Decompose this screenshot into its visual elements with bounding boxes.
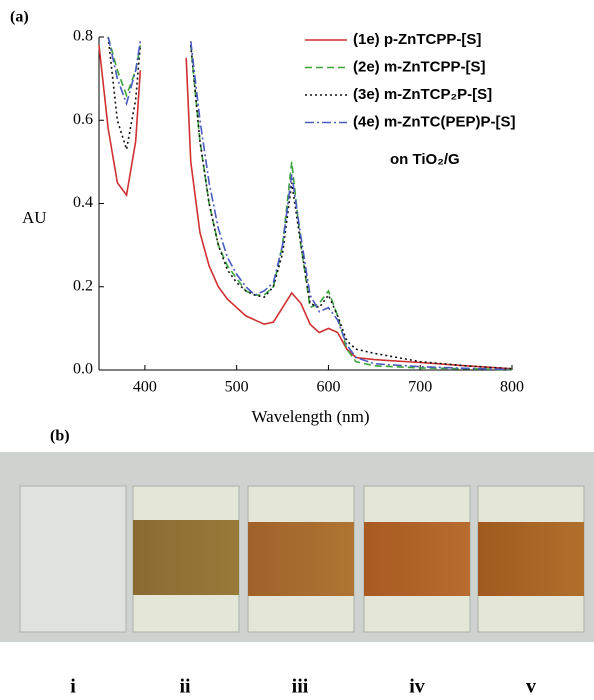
x-tick-label: 800 [500, 379, 524, 396]
sample-label: iii [292, 676, 309, 698]
x-tick-label: 500 [225, 379, 249, 396]
legend-label: (2e) m-ZnTCPP-[S] [353, 58, 486, 75]
spectrum-chart: 0.0 0.2 0.4 0.6 0.8 400 500 600 700 800 Wavelength… [22, 28, 524, 426]
series-line [107, 36, 513, 370]
x-tick-label: 600 [316, 379, 340, 396]
y-tick-label: 0.0 [73, 361, 93, 378]
dye-film [248, 522, 354, 596]
sample-label: v [526, 676, 536, 698]
y-tick-label: 0.2 [73, 277, 93, 294]
dye-film [364, 522, 470, 596]
legend-label: (3e) m-ZnTCP₂P-[S] [353, 86, 492, 103]
series-line [107, 36, 513, 371]
annotation: on TiO₂/G [390, 151, 460, 168]
panel-label: (b) [50, 428, 70, 445]
y-axis-label: AU [22, 208, 47, 227]
dye-film [133, 520, 239, 595]
dye-film [478, 522, 584, 596]
sample-label: iv [409, 676, 425, 698]
sample-label: ii [179, 676, 191, 698]
y-tick-label: 0.6 [73, 111, 93, 128]
y-tick-label: 0.8 [73, 28, 93, 45]
panel-label: (a) [10, 9, 29, 26]
legend-label: (1e) p-ZnTCPP-[S] [353, 31, 481, 48]
x-tick-label: 700 [408, 379, 432, 396]
x-tick-label: 400 [133, 379, 157, 396]
series-line [107, 36, 513, 371]
sample-label: i [70, 676, 76, 698]
y-tick-label: 0.4 [73, 194, 93, 211]
photo [0, 452, 594, 642]
slide [19, 485, 127, 633]
series-line [98, 45, 513, 370]
x-axis-label: Wavelength (nm) [251, 407, 369, 426]
legend-label: (4e) m-ZnTC(PEP)P-[S] [353, 113, 516, 130]
